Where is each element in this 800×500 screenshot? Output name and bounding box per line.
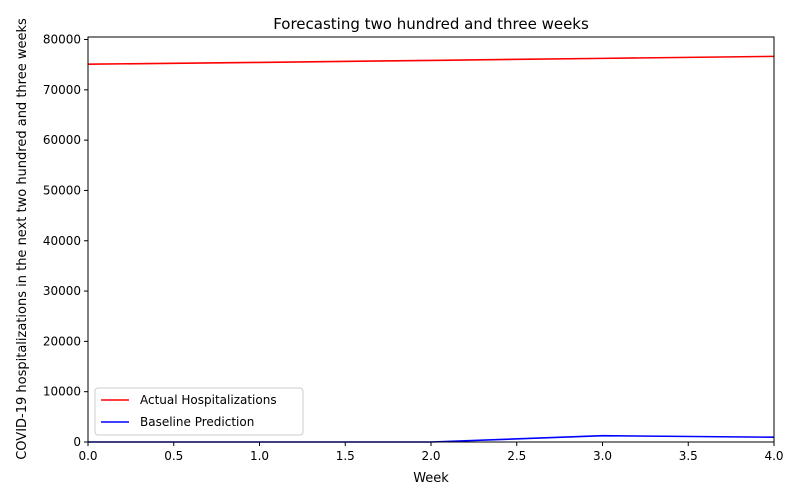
y-tick-label: 30000 xyxy=(43,284,81,298)
x-tick-label: 0.0 xyxy=(78,449,97,463)
x-tick-label: 2.0 xyxy=(421,449,440,463)
y-tick-label: 60000 xyxy=(43,133,81,147)
legend: Actual Hospitalizations Baseline Predicti… xyxy=(94,387,304,436)
y-tick-label: 0 xyxy=(73,435,81,449)
series-line-1 xyxy=(88,434,775,443)
legend-label-1: Baseline Prediction xyxy=(140,415,254,429)
y-axis-label: COVID-19 hospitalizations in the next tw… xyxy=(15,18,30,460)
y-tick-label: 80000 xyxy=(43,33,81,47)
y-tick-label: 10000 xyxy=(43,385,81,399)
x-tick-label: 0.5 xyxy=(164,449,183,463)
legend-label-0: Actual Hospitalizations xyxy=(140,393,277,407)
x-tick-label: 1.5 xyxy=(336,449,355,463)
x-tick-label: 4.0 xyxy=(764,449,783,463)
chart-title: Forecasting two hundred and three weeks xyxy=(273,15,589,33)
x-tick-label: 3.5 xyxy=(679,449,698,463)
x-tick-label: 1.0 xyxy=(250,449,269,463)
y-axis-ticks: 0 10000 20000 30000 40000 50000 60000 70000 8000… xyxy=(43,33,88,449)
y-tick-label: 40000 xyxy=(43,234,81,248)
y-tick-label: 50000 xyxy=(43,183,81,197)
y-tick-label: 20000 xyxy=(43,334,81,348)
y-tick-label: 70000 xyxy=(43,83,81,97)
plot-frame xyxy=(87,36,775,443)
x-axis-label: Week xyxy=(413,471,449,486)
series-line-0 xyxy=(87,55,775,65)
plot-lines xyxy=(87,55,775,443)
legend-box xyxy=(94,387,304,436)
x-axis-ticks: 0.0 0.5 1.0 1.5 2.0 2.5 3.0 3.5 4.0 xyxy=(78,442,784,463)
x-tick-label: 2.5 xyxy=(507,449,526,463)
x-tick-label: 3.0 xyxy=(593,449,612,463)
